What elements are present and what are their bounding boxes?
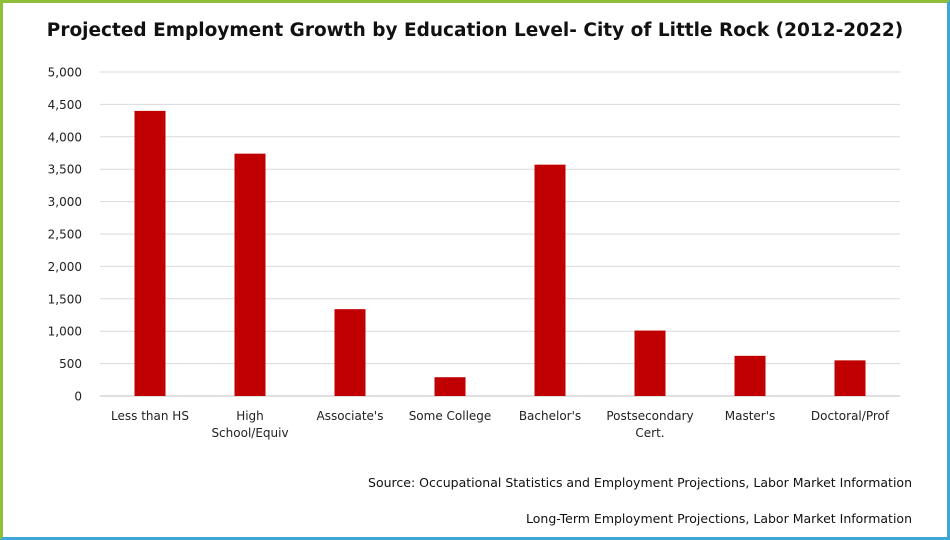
x-tick-label-line: Some College [409, 409, 492, 423]
x-tick-label: High School/Equiv [211, 409, 288, 440]
y-tick-label: 500 [59, 357, 82, 371]
y-tick-label: 5,000 [48, 66, 82, 80]
x-tick-label-line: Associate's [317, 409, 384, 423]
x-tick-label-line: Less than HS [111, 409, 189, 423]
y-tick-label: 4,500 [48, 98, 82, 112]
y-tick-label: 0 [74, 390, 82, 404]
bar [534, 164, 566, 396]
x-tick-label-line: School/Equiv [211, 426, 288, 440]
bar [434, 377, 466, 396]
source-line-1: Source: Occupational Statistics and Empl… [368, 475, 912, 490]
bar [734, 355, 766, 396]
x-tick-label-line: Cert. [635, 426, 664, 440]
y-tick-label: 4,000 [48, 130, 82, 144]
y-tick-label: 2,000 [48, 260, 82, 274]
bar [234, 153, 266, 396]
bar [634, 330, 666, 396]
x-tick-label: Associate's [317, 409, 384, 423]
x-tick-label-line: Bachelor's [519, 409, 581, 423]
chart-title: Projected Employment Growth by Education… [46, 20, 904, 41]
bar [334, 309, 366, 396]
y-tick-label: 2,500 [48, 228, 82, 242]
x-tick-label: Bachelor's [519, 409, 581, 423]
y-tick-label: 1,500 [48, 292, 82, 306]
y-tick-label: 3,500 [48, 163, 82, 177]
x-tick-label: Less than HS [111, 409, 189, 423]
source-line-2: Long-Term Employment Projections, Labor … [526, 511, 912, 526]
x-tick-label-line: High [236, 409, 264, 423]
y-tick-label: 3,000 [48, 195, 82, 209]
x-tick-label: Some College [409, 409, 492, 423]
x-tick-label-line: Doctoral/Prof [811, 409, 890, 423]
bar [134, 110, 166, 396]
y-tick-label: 1,000 [48, 325, 82, 339]
bar [834, 360, 866, 396]
x-tick-label-line: Postsecondary [606, 409, 693, 423]
x-tick-label-line: Master's [725, 409, 776, 423]
x-tick-label: Master's [725, 409, 776, 423]
x-tick-label: Postsecondary Cert. [606, 409, 693, 440]
x-tick-label: Doctoral/Prof [811, 409, 890, 423]
